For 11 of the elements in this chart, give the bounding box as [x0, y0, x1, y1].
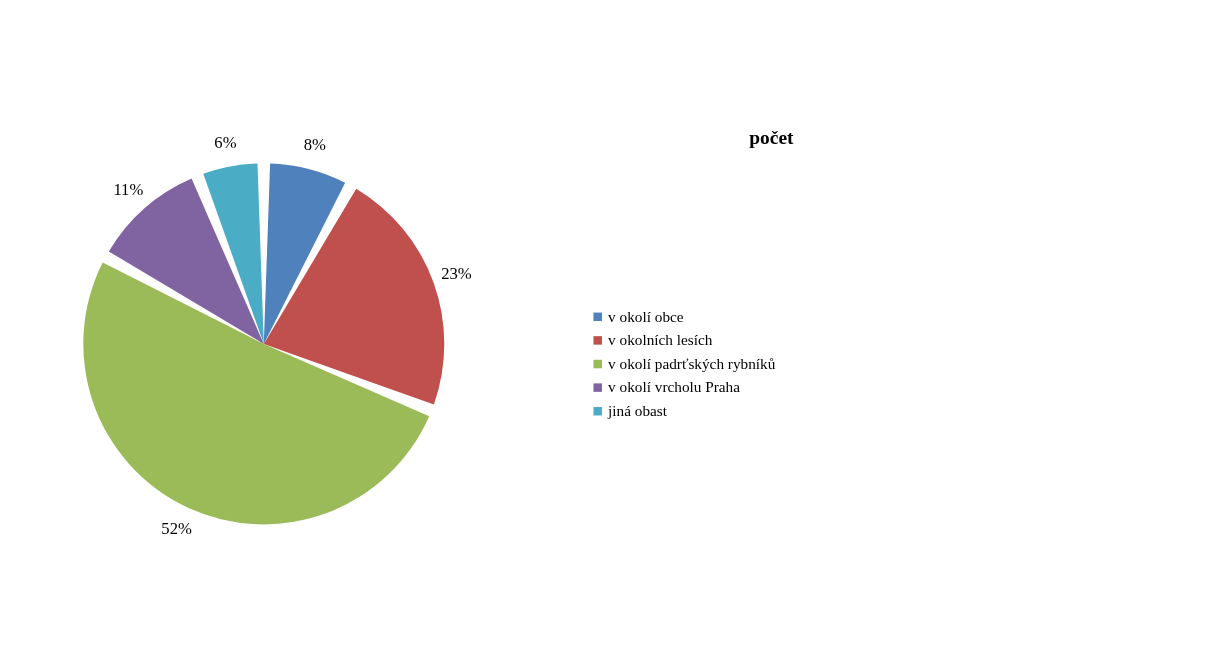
data-label: 23%: [441, 264, 472, 284]
data-label: 11%: [113, 180, 144, 200]
data-label: 6%: [214, 132, 237, 152]
legend-label: v okolních lesích: [608, 331, 713, 349]
legend-label: v okolí vrcholu Praha: [608, 378, 741, 396]
chart-title: počet: [749, 127, 794, 149]
data-label: 8%: [303, 135, 326, 155]
legend-label: v okolí obce: [608, 307, 684, 325]
data-label: 52%: [161, 519, 192, 539]
legend-label: jiná obast: [607, 402, 668, 420]
legend-label: v okolí padrťských rybníků: [608, 354, 776, 372]
